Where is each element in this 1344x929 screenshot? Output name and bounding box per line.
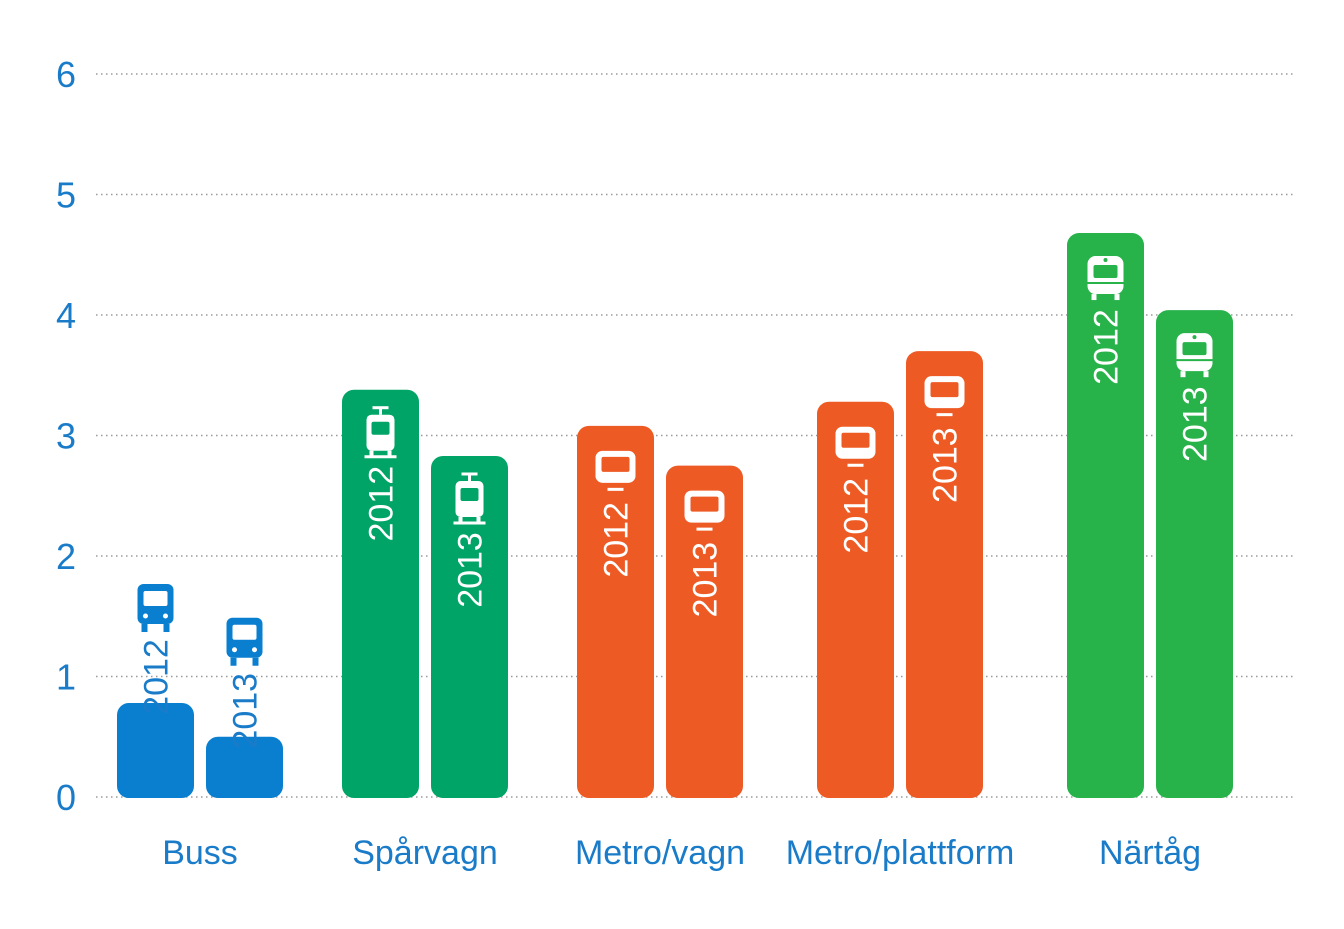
y-tick-label: 4 [56,295,76,336]
bar-Metro/plattform-2012 [817,401,894,798]
y-tick-label: 5 [56,175,76,216]
train-icon [1176,333,1213,378]
bar-Metro/vagn-2012 [577,425,654,798]
y-tick-label: 6 [56,54,76,95]
bar-year-label: 2013 [927,427,965,503]
bar-year-label: 2013 [1177,386,1215,462]
y-axis-tick-labels: 0 1 2 3 4 5 6 [56,54,76,818]
bar-year-label: 2012 [838,478,876,554]
bar-Metro/plattform-2013 [906,351,983,798]
bar-year-label: 2013 [687,542,725,618]
category-labels: Buss Spårvagn Metro/vagn Metro/plattform När… [162,834,1201,872]
bars: 2012 2013 2012 2013 2012 2013 2012 2013 2012 2013 [117,233,1233,798]
category-label: Spårvagn [352,834,498,872]
train-icon [1087,256,1124,301]
metro-icon [835,426,876,467]
bar-year-label: 2012 [1088,309,1126,385]
category-label: Buss [162,834,238,872]
bar-year-label: 2013 [227,673,265,749]
y-tick-label: 3 [56,416,76,457]
bus-icon [226,617,263,666]
category-label: Metro/vagn [575,834,745,872]
metro-icon [684,490,725,531]
bar-Buss-2012 [117,703,194,798]
bus-icon [137,584,174,633]
bar-Närtåg-2012 [1067,233,1144,798]
bar-year-label: 2012 [138,639,176,715]
metro-icon [595,450,636,491]
y-tick-label: 1 [56,657,76,698]
bar-Spårvagn-2013 [431,455,508,798]
category-label: Metro/plattform [786,834,1015,872]
bar-year-label: 2012 [363,466,401,542]
bar-Spårvagn-2012 [342,389,419,798]
bar-Närtåg-2013 [1156,310,1233,798]
tram-icon [453,472,486,525]
category-label: Närtåg [1099,834,1201,872]
metro-icon [924,376,965,417]
y-tick-label: 0 [56,777,76,818]
y-tick-label: 2 [56,536,76,577]
bar-year-label: 2012 [598,502,636,578]
tram-icon [364,406,397,459]
bar-Buss-2013 [206,736,283,798]
bar-Metro/vagn-2013 [666,465,743,798]
bar-year-label: 2013 [452,532,490,608]
